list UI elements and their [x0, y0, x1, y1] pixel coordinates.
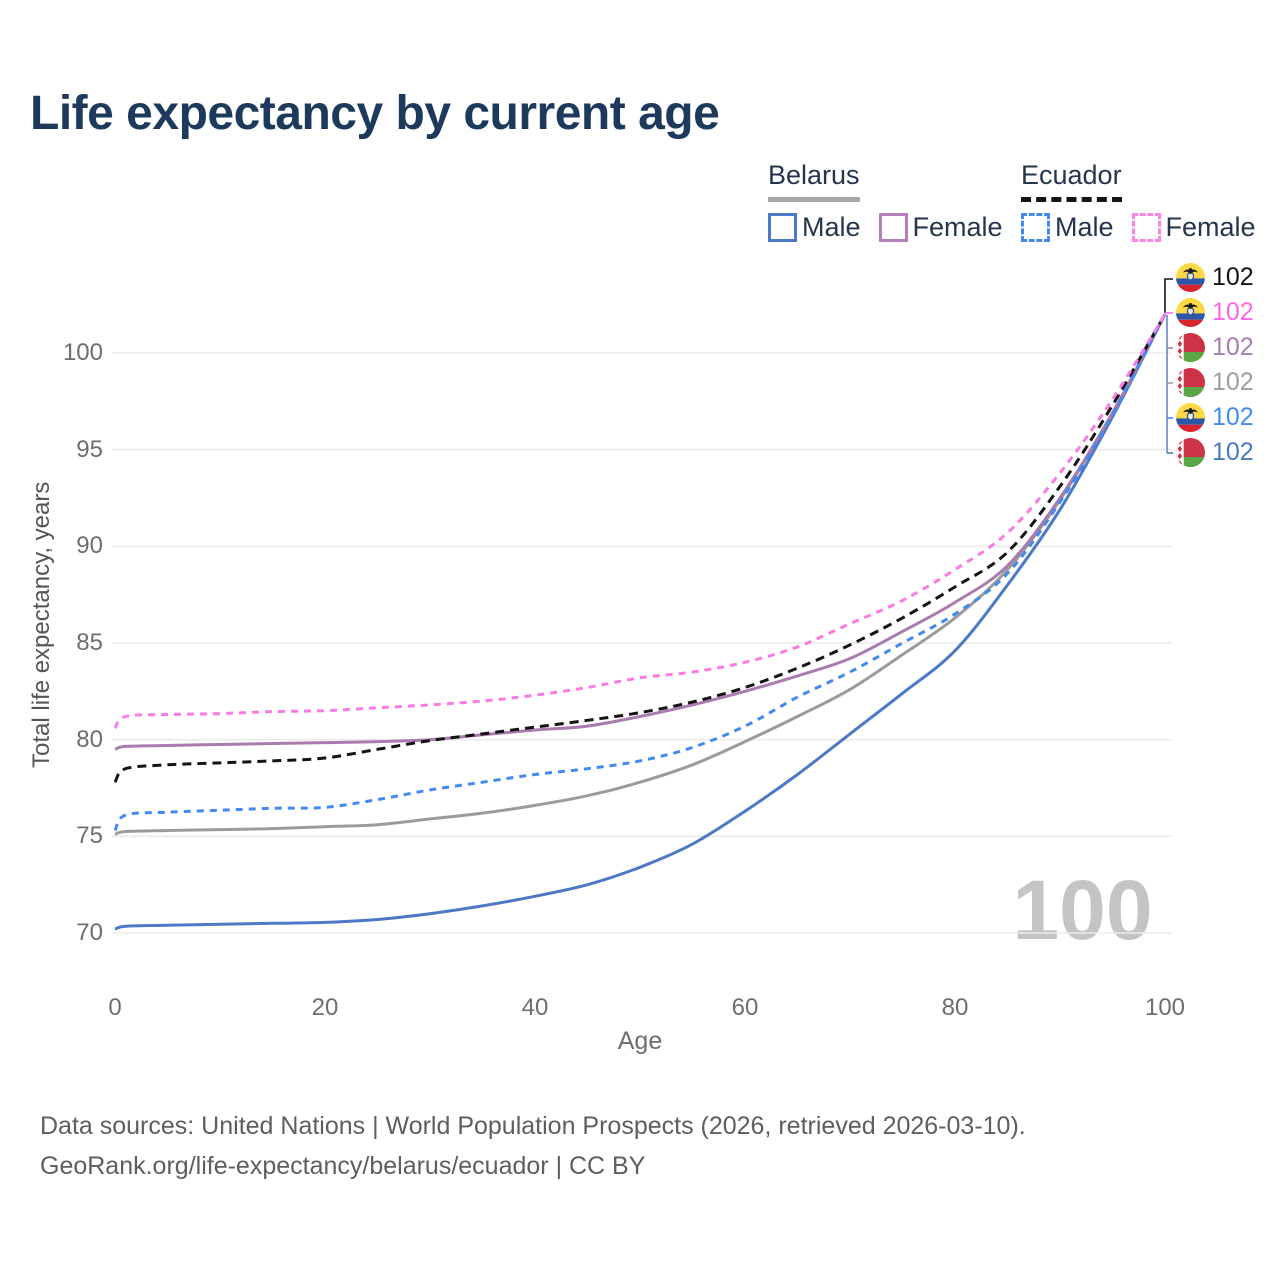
- series-line-belarus-both-sexes: [114, 313, 1167, 836]
- legend-label-belarus-female[interactable]: Female: [912, 212, 1003, 242]
- x-tick-label: 60: [731, 994, 759, 1021]
- legend-group-ecuador: Ecuador Male Female: [1021, 160, 1256, 243]
- belarus-flag-icon: [1176, 368, 1205, 397]
- y-tick-label: 95: [76, 435, 103, 463]
- legend-label-ecuador-male[interactable]: Male: [1055, 212, 1114, 242]
- series-line-ecuador-female: [113, 313, 1167, 730]
- legend-item-ecuador-male[interactable]: Male: [1021, 212, 1114, 243]
- y-tick-label: 75: [76, 822, 103, 850]
- series-line-belarus-male: [114, 313, 1167, 931]
- legend-country-ecuador: Ecuador: [1021, 160, 1122, 202]
- end-label-ecuador-4: 102: [1176, 403, 1254, 432]
- legend-item-ecuador-female[interactable]: Female: [1131, 212, 1256, 243]
- series-line-belarus-female: [114, 313, 1167, 751]
- legend-label-ecuador-female[interactable]: Female: [1165, 212, 1256, 242]
- end-value: 102: [1212, 438, 1254, 466]
- age-counter-watermark: 100: [1012, 863, 1153, 957]
- y-tick-label: 80: [76, 725, 103, 753]
- legend-country-belarus: Belarus: [768, 160, 860, 202]
- label-connector-ecuador-total: [1164, 278, 1173, 313]
- end-value: 102: [1212, 368, 1254, 396]
- end-value: 102: [1212, 298, 1254, 326]
- end-value: 102: [1212, 263, 1254, 291]
- end-label-ecuador-0: 102: [1176, 263, 1254, 292]
- chart-title: Life expectancy by current age: [30, 87, 720, 140]
- series-line-ecuador-both-sexes: [113, 313, 1167, 784]
- x-tick-label: 100: [1144, 994, 1186, 1021]
- end-value: 102: [1212, 403, 1254, 431]
- legend-group-belarus: Belarus Male Female: [768, 160, 1003, 243]
- legend-label-belarus-male[interactable]: Male: [802, 212, 861, 242]
- x-axis-title: Age: [617, 1027, 663, 1055]
- end-label-belarus-3: 102: [1176, 368, 1254, 397]
- belarus-flag-icon: [1176, 438, 1205, 467]
- x-tick-label: 80: [941, 994, 969, 1021]
- footer: Data sources: United Nations | World Pop…: [40, 1106, 1026, 1186]
- x-tick-label: 40: [521, 994, 549, 1021]
- ecuador-flag-icon: [1176, 298, 1205, 327]
- end-label-ecuador-1: 102: [1176, 298, 1254, 327]
- y-tick-label: 70: [76, 919, 103, 946]
- y-tick-label: 85: [76, 629, 103, 656]
- ecuador-flag-icon: [1176, 403, 1205, 432]
- legend-swatch-ecuador-female[interactable]: [1131, 213, 1161, 242]
- y-tick-label: 90: [76, 532, 103, 560]
- belarus-flag-icon: [1176, 333, 1205, 362]
- legend-swatch-belarus-male[interactable]: [768, 213, 797, 242]
- end-label-belarus-2: 102: [1176, 333, 1254, 362]
- y-tick-label: 100: [62, 339, 103, 366]
- legend-item-belarus-female[interactable]: Female: [878, 212, 1003, 243]
- x-tick-label: 0: [108, 994, 122, 1021]
- attribution-text: GeoRank.org/life-expectancy/belarus/ecua…: [40, 1152, 646, 1180]
- legend-swatch-ecuador-male[interactable]: [1021, 213, 1050, 242]
- x-tick-label: 20: [311, 994, 339, 1021]
- ecuador-flag-icon: [1176, 263, 1205, 292]
- end-value: 102: [1212, 333, 1254, 361]
- series-line-ecuador-male: [113, 313, 1167, 832]
- legend-swatch-belarus-female[interactable]: [878, 213, 908, 242]
- end-label-belarus-5: 102: [1176, 438, 1254, 467]
- data-sources-text: Data sources: United Nations | World Pop…: [40, 1112, 1026, 1140]
- legend-item-belarus-male[interactable]: Male: [768, 212, 861, 243]
